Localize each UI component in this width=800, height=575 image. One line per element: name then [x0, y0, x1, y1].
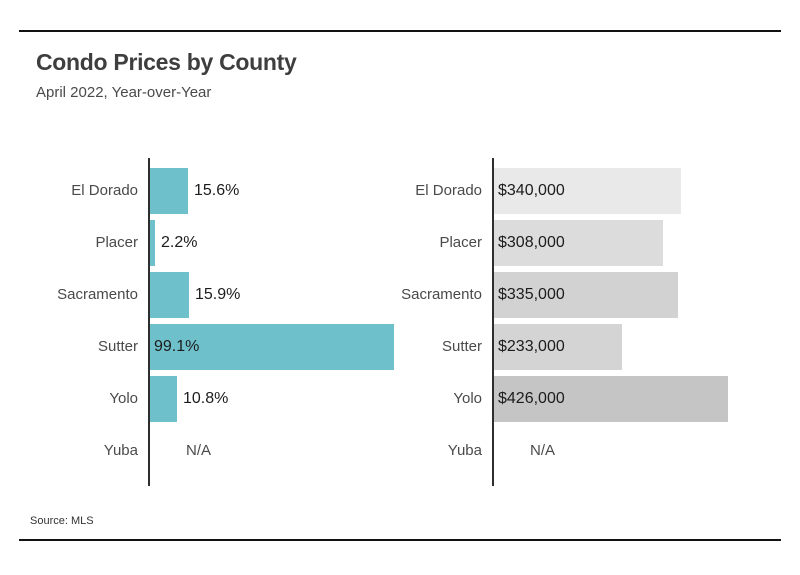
- category-label: Sacramento: [401, 286, 482, 303]
- page-title: Condo Prices by County: [36, 49, 297, 75]
- value-label: 99.1%: [154, 338, 200, 355]
- bar: [150, 324, 394, 370]
- value-label: $233,000: [498, 338, 565, 355]
- chart-row: Sacramento 15.9%: [0, 272, 400, 318]
- chart-row: Sutter $233,000: [344, 324, 800, 370]
- value-label: $340,000: [498, 182, 565, 199]
- value-label: 15.6%: [194, 182, 240, 199]
- source-note: Source: MLS: [30, 515, 94, 527]
- bar: [150, 220, 155, 266]
- category-label: Yuba: [103, 442, 138, 459]
- value-label: 2.2%: [161, 234, 198, 251]
- bar: [150, 168, 188, 214]
- category-label: Yolo: [453, 390, 482, 407]
- median-price-chart: El Dorado $340,000 Placer $308,000 Sacra…: [344, 158, 800, 486]
- category-label: Yuba: [447, 442, 482, 459]
- value-label: N/A: [186, 442, 212, 459]
- chart-row: Yolo 10.8%: [0, 376, 400, 422]
- chart-row: El Dorado $340,000: [344, 168, 800, 214]
- category-label: Placer: [439, 234, 482, 251]
- category-label: Sacramento: [57, 286, 138, 303]
- percent-change-chart: El Dorado 15.6% Placer 2.2% Sacramento 1…: [0, 158, 400, 486]
- category-label: Yolo: [109, 390, 138, 407]
- chart-row: El Dorado 15.6%: [0, 168, 400, 214]
- page-subtitle: April 2022, Year-over-Year: [36, 84, 212, 101]
- bar: [494, 220, 663, 266]
- chart-row: Placer 2.2%: [0, 220, 400, 266]
- bar: [494, 376, 728, 422]
- price-chart-axis-line: [492, 158, 494, 486]
- bar: [494, 272, 678, 318]
- bar: [150, 272, 189, 318]
- value-label: N/A: [530, 442, 556, 459]
- chart-row: Sacramento $335,000: [344, 272, 800, 318]
- chart-row: Yuba N/A: [344, 428, 800, 474]
- value-label: 10.8%: [183, 390, 229, 407]
- category-label: El Dorado: [415, 182, 482, 199]
- value-label: $335,000: [498, 286, 565, 303]
- category-label: El Dorado: [71, 182, 138, 199]
- bar: [494, 324, 622, 370]
- top-rule: [19, 30, 781, 32]
- chart-row: Yuba N/A: [0, 428, 400, 474]
- value-label: $308,000: [498, 234, 565, 251]
- chart-row: Sutter 99.1%: [0, 324, 400, 370]
- category-label: Sutter: [97, 338, 138, 355]
- bar: [494, 168, 681, 214]
- chart-row: Placer $308,000: [344, 220, 800, 266]
- value-label: 15.9%: [195, 286, 241, 303]
- chart-row: Yolo $426,000: [344, 376, 800, 422]
- bottom-rule: [19, 539, 781, 541]
- percent-chart-axis-line: [148, 158, 150, 486]
- value-label: $426,000: [498, 390, 565, 407]
- category-label: Sutter: [441, 338, 482, 355]
- category-label: Placer: [95, 234, 138, 251]
- bar: [150, 376, 177, 422]
